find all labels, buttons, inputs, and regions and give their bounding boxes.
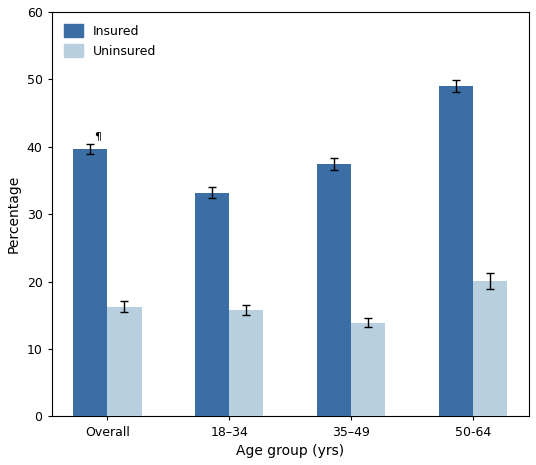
Bar bbox=[473, 281, 508, 417]
Bar bbox=[351, 323, 385, 417]
Bar bbox=[317, 164, 351, 417]
Bar bbox=[73, 149, 107, 417]
Bar bbox=[229, 310, 264, 417]
Y-axis label: Percentage: Percentage bbox=[7, 175, 21, 253]
Text: ¶: ¶ bbox=[94, 131, 101, 141]
Bar bbox=[195, 193, 229, 417]
Bar bbox=[439, 86, 473, 417]
X-axis label: Age group (yrs): Age group (yrs) bbox=[236, 444, 344, 458]
Legend: Insured, Uninsured: Insured, Uninsured bbox=[58, 18, 162, 64]
Bar bbox=[107, 306, 142, 417]
